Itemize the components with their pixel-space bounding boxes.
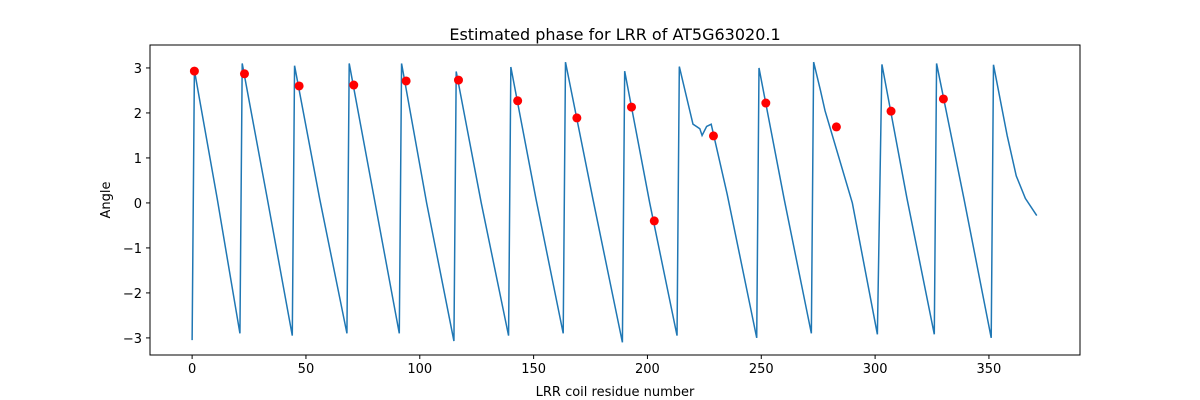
x-tick-label: 350 — [977, 362, 1002, 377]
phase-point — [294, 81, 304, 91]
plot-frame — [149, 44, 1081, 356]
y-tick-label: 1 — [134, 152, 142, 167]
phase-point — [401, 76, 411, 86]
phase-point — [761, 98, 771, 108]
phase-point — [708, 131, 718, 141]
phase-point — [189, 66, 199, 76]
x-tick-label: 200 — [635, 362, 660, 377]
y-tick-label: −1 — [123, 242, 142, 257]
x-tick-label: 0 — [188, 362, 196, 377]
x-tick-label: 300 — [863, 362, 888, 377]
phase-point — [938, 94, 948, 104]
y-axis-label: Angle — [99, 182, 114, 219]
chart-title: Estimated phase for LRR of AT5G63020.1 — [449, 25, 780, 44]
y-tick-label: 0 — [134, 197, 142, 212]
phase-point — [627, 102, 637, 112]
y-tick-label: −2 — [123, 287, 142, 302]
x-tick-label: 250 — [749, 362, 774, 377]
x-tick-label: 50 — [298, 362, 315, 377]
phase-point — [453, 75, 463, 85]
y-tick-label: −3 — [123, 332, 142, 347]
y-tick-label: 2 — [134, 107, 142, 122]
y-tick-label: 3 — [134, 62, 142, 77]
x-axis-label: LRR coil residue number — [536, 385, 695, 400]
phase-point — [831, 122, 841, 132]
phase-point — [239, 69, 249, 79]
phase-point — [513, 96, 523, 106]
phase-point — [649, 216, 659, 226]
phase-point — [349, 80, 359, 90]
phase-point — [886, 106, 896, 116]
x-tick-label: 100 — [407, 362, 432, 377]
phase-point — [572, 113, 582, 123]
phase-line — [191, 61, 1038, 343]
x-tick-label: 150 — [521, 362, 546, 377]
